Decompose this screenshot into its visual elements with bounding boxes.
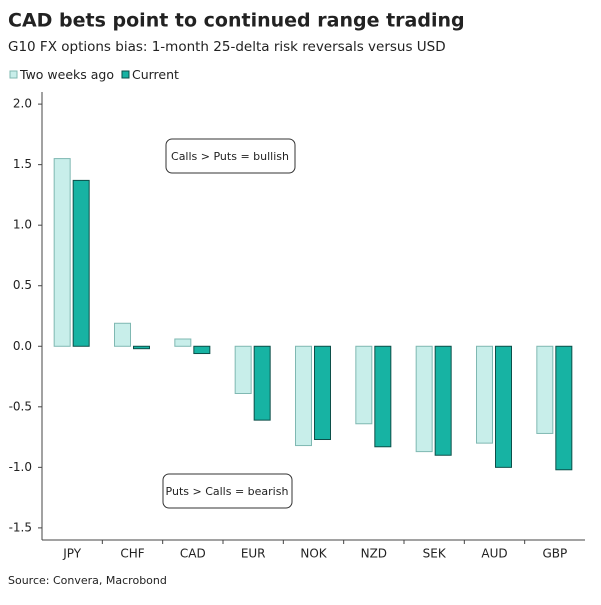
chart-subtitle: G10 FX options bias: 1-month 25-delta ri… <box>8 39 446 55</box>
y-tick-label: -1.5 <box>9 520 32 534</box>
bar <box>114 322 131 347</box>
chart-title: CAD bets point to continued range tradin… <box>8 10 465 32</box>
x-tick-label: EUR <box>241 547 266 561</box>
y-tick-label: 1.0 <box>13 218 32 232</box>
bar <box>536 345 554 434</box>
y-tick-label: 2.0 <box>13 97 32 111</box>
bar <box>174 338 192 347</box>
y-tick-label: -1.0 <box>9 460 32 474</box>
bar <box>555 345 573 471</box>
y-tick-label: 0.5 <box>13 278 32 292</box>
x-tick-label: NZD <box>361 547 387 561</box>
x-tick-label: SEK <box>423 547 447 561</box>
legend-label: Two weeks ago <box>19 67 114 82</box>
bar <box>234 345 252 394</box>
bar <box>253 345 271 421</box>
bar <box>53 158 71 347</box>
x-tick-label: CHF <box>120 547 144 561</box>
bar <box>374 345 392 448</box>
legend-label: Current <box>132 67 179 82</box>
x-tick-label: JPY <box>62 547 82 561</box>
legend-swatch <box>9 70 18 79</box>
bar <box>72 179 90 347</box>
y-tick-label: -0.5 <box>9 399 32 413</box>
bar <box>415 345 433 453</box>
bar <box>355 345 373 425</box>
y-tick-label: 1.5 <box>13 157 32 171</box>
annotation: Puts > Calls = bearish <box>166 485 289 498</box>
annotation-box <box>165 138 296 174</box>
annotation: Calls > Puts = bullish <box>171 150 289 163</box>
bar <box>295 345 312 447</box>
bar <box>133 345 150 350</box>
x-tick-label: CAD <box>180 547 206 561</box>
legend-swatch <box>121 70 130 79</box>
annotation-box <box>162 473 293 509</box>
source: Source: Convera, Macrobond <box>8 574 167 587</box>
x-tick-label: GBP <box>542 547 567 561</box>
bar <box>476 345 493 444</box>
bar <box>434 345 452 456</box>
bar <box>314 345 331 441</box>
y-tick-label: 0.0 <box>13 339 32 353</box>
bar <box>193 345 211 355</box>
bar <box>495 345 512 468</box>
x-tick-label: NOK <box>300 547 327 561</box>
x-tick-label: AUD <box>481 547 507 561</box>
